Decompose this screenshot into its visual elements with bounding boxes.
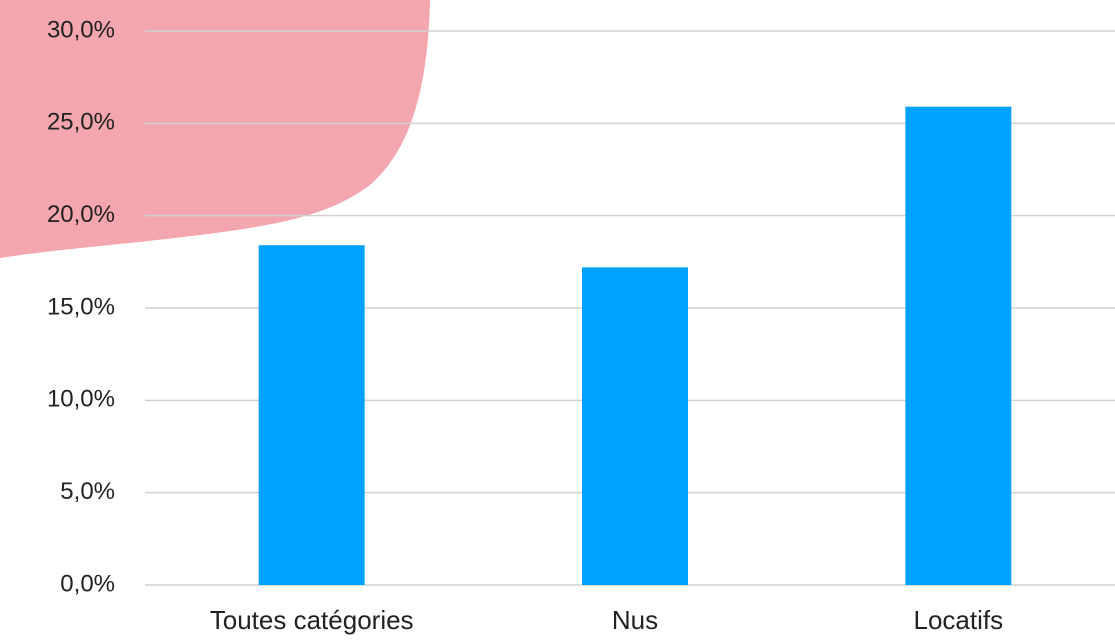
y-tick-label: 20,0% [47, 201, 115, 228]
decorative-blob [0, 0, 430, 258]
y-tick-label: 5,0% [60, 478, 115, 505]
bar [258, 245, 365, 586]
x-tick-label: Toutes catégories [210, 605, 414, 635]
y-tick-label: 0,0% [60, 570, 115, 597]
y-tick-label: 30,0% [47, 16, 115, 43]
y-tick-label: 25,0% [47, 109, 115, 136]
y-tick-label: 15,0% [47, 293, 115, 320]
y-tick-label: 10,0% [47, 386, 115, 413]
x-tick-label: Nus [612, 605, 658, 635]
bar [905, 106, 1012, 586]
x-tick-label: Locatifs [914, 605, 1004, 635]
bar [582, 267, 688, 585]
